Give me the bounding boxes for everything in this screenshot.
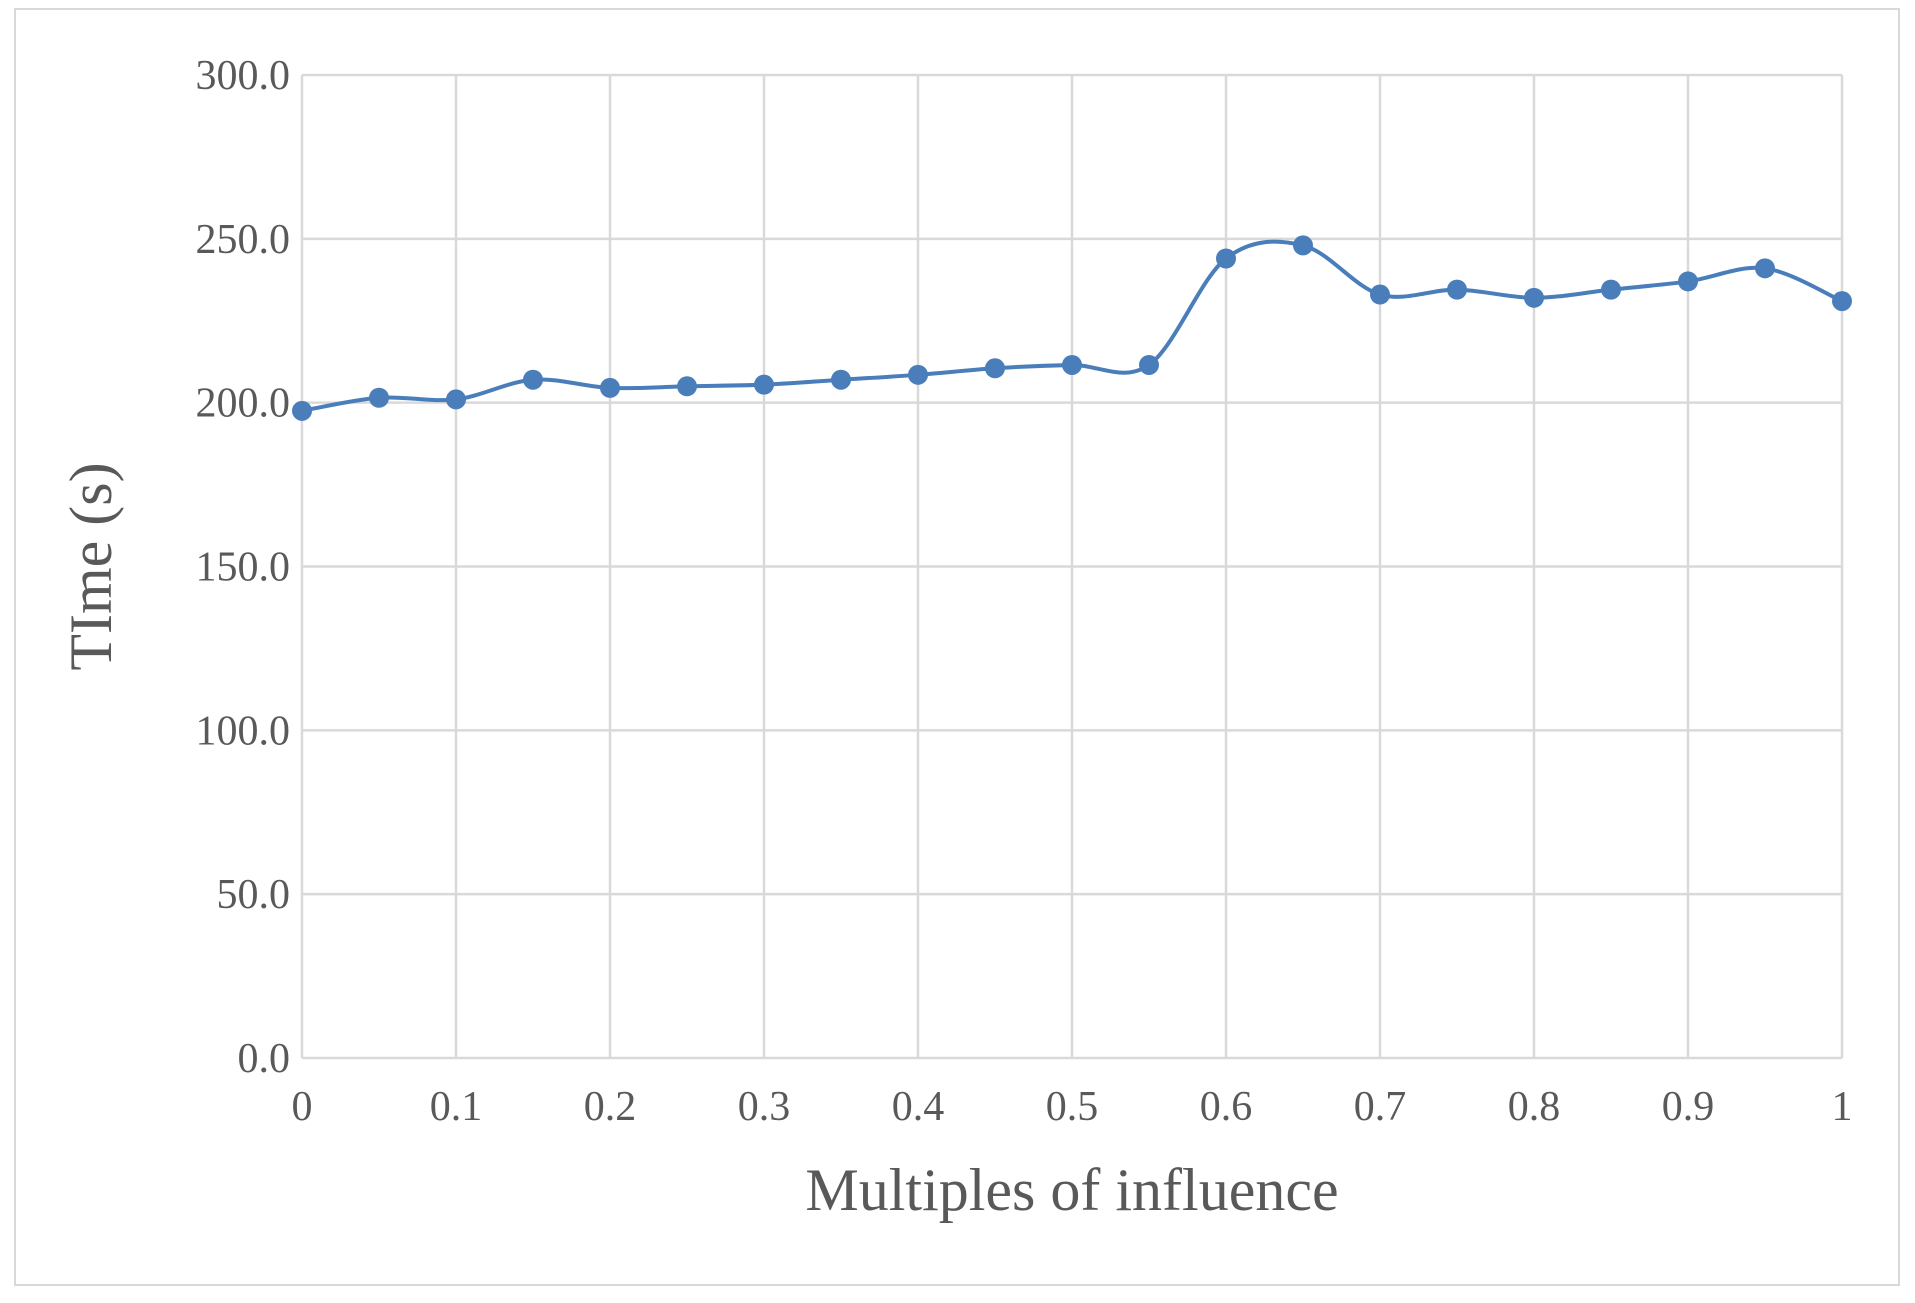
data-point [908, 364, 928, 385]
x-tick-label: 0.7 [1354, 1084, 1407, 1130]
x-tick-label: 0.6 [1200, 1084, 1253, 1130]
x-tick-label: 0 [292, 1084, 313, 1130]
data-point [985, 358, 1005, 379]
data-point [1524, 287, 1544, 308]
data-point [1755, 258, 1775, 279]
data-point [1062, 354, 1082, 375]
line-chart: 0.0 50.0 100.0 150.0 200.0 250.0 300.0 0 0.1 0.2… [58, 53, 1853, 1223]
y-tick-label: 50.0 [217, 872, 291, 918]
data-point [1678, 271, 1698, 292]
gridlines [300, 73, 1844, 1060]
data-point [1832, 291, 1852, 312]
data-point [1216, 248, 1236, 269]
x-tick-label: 1 [1832, 1084, 1853, 1130]
data-point [754, 374, 774, 395]
y-tick-label: 150.0 [196, 545, 291, 591]
x-tick-label: 0.5 [1046, 1084, 1099, 1130]
x-tick-label: 0.2 [584, 1084, 637, 1130]
series-group [292, 235, 1852, 421]
x-tick-label: 0.1 [430, 1084, 483, 1130]
y-tick-label: 0.0 [238, 1036, 291, 1082]
x-axis-tick-labels: 0 0.1 0.2 0.3 0.4 0.5 0.6 0.7 0.8 0.9 1 [292, 1084, 1853, 1130]
data-point [677, 376, 697, 397]
chart-frame: 0.0 50.0 100.0 150.0 200.0 250.0 300.0 0 0.1 0.2… [14, 8, 1900, 1286]
data-point [1139, 354, 1159, 375]
x-tick-label: 0.4 [892, 1084, 945, 1130]
y-tick-label: 100.0 [196, 708, 291, 754]
data-point [369, 387, 389, 408]
data-point [292, 400, 312, 421]
data-point [1370, 284, 1390, 305]
series-line [300, 239, 1844, 413]
y-axis-tick-labels: 0.0 50.0 100.0 150.0 200.0 250.0 300.0 [196, 53, 291, 1082]
x-axis-title: Multiples of influence [805, 1157, 1338, 1223]
data-point [831, 369, 851, 390]
data-point [600, 377, 620, 398]
x-tick-label: 0.9 [1662, 1084, 1715, 1130]
data-point [446, 389, 466, 410]
y-axis-title: TIme (s) [58, 462, 124, 670]
x-tick-label: 0.3 [738, 1084, 791, 1130]
data-point [1601, 279, 1621, 300]
x-tick-label: 0.8 [1508, 1084, 1561, 1130]
y-tick-label: 250.0 [196, 217, 291, 263]
y-tick-label: 200.0 [196, 381, 291, 427]
data-point [1447, 279, 1467, 300]
data-point [1293, 235, 1313, 256]
data-point [523, 369, 543, 390]
y-tick-label: 300.0 [196, 53, 291, 99]
